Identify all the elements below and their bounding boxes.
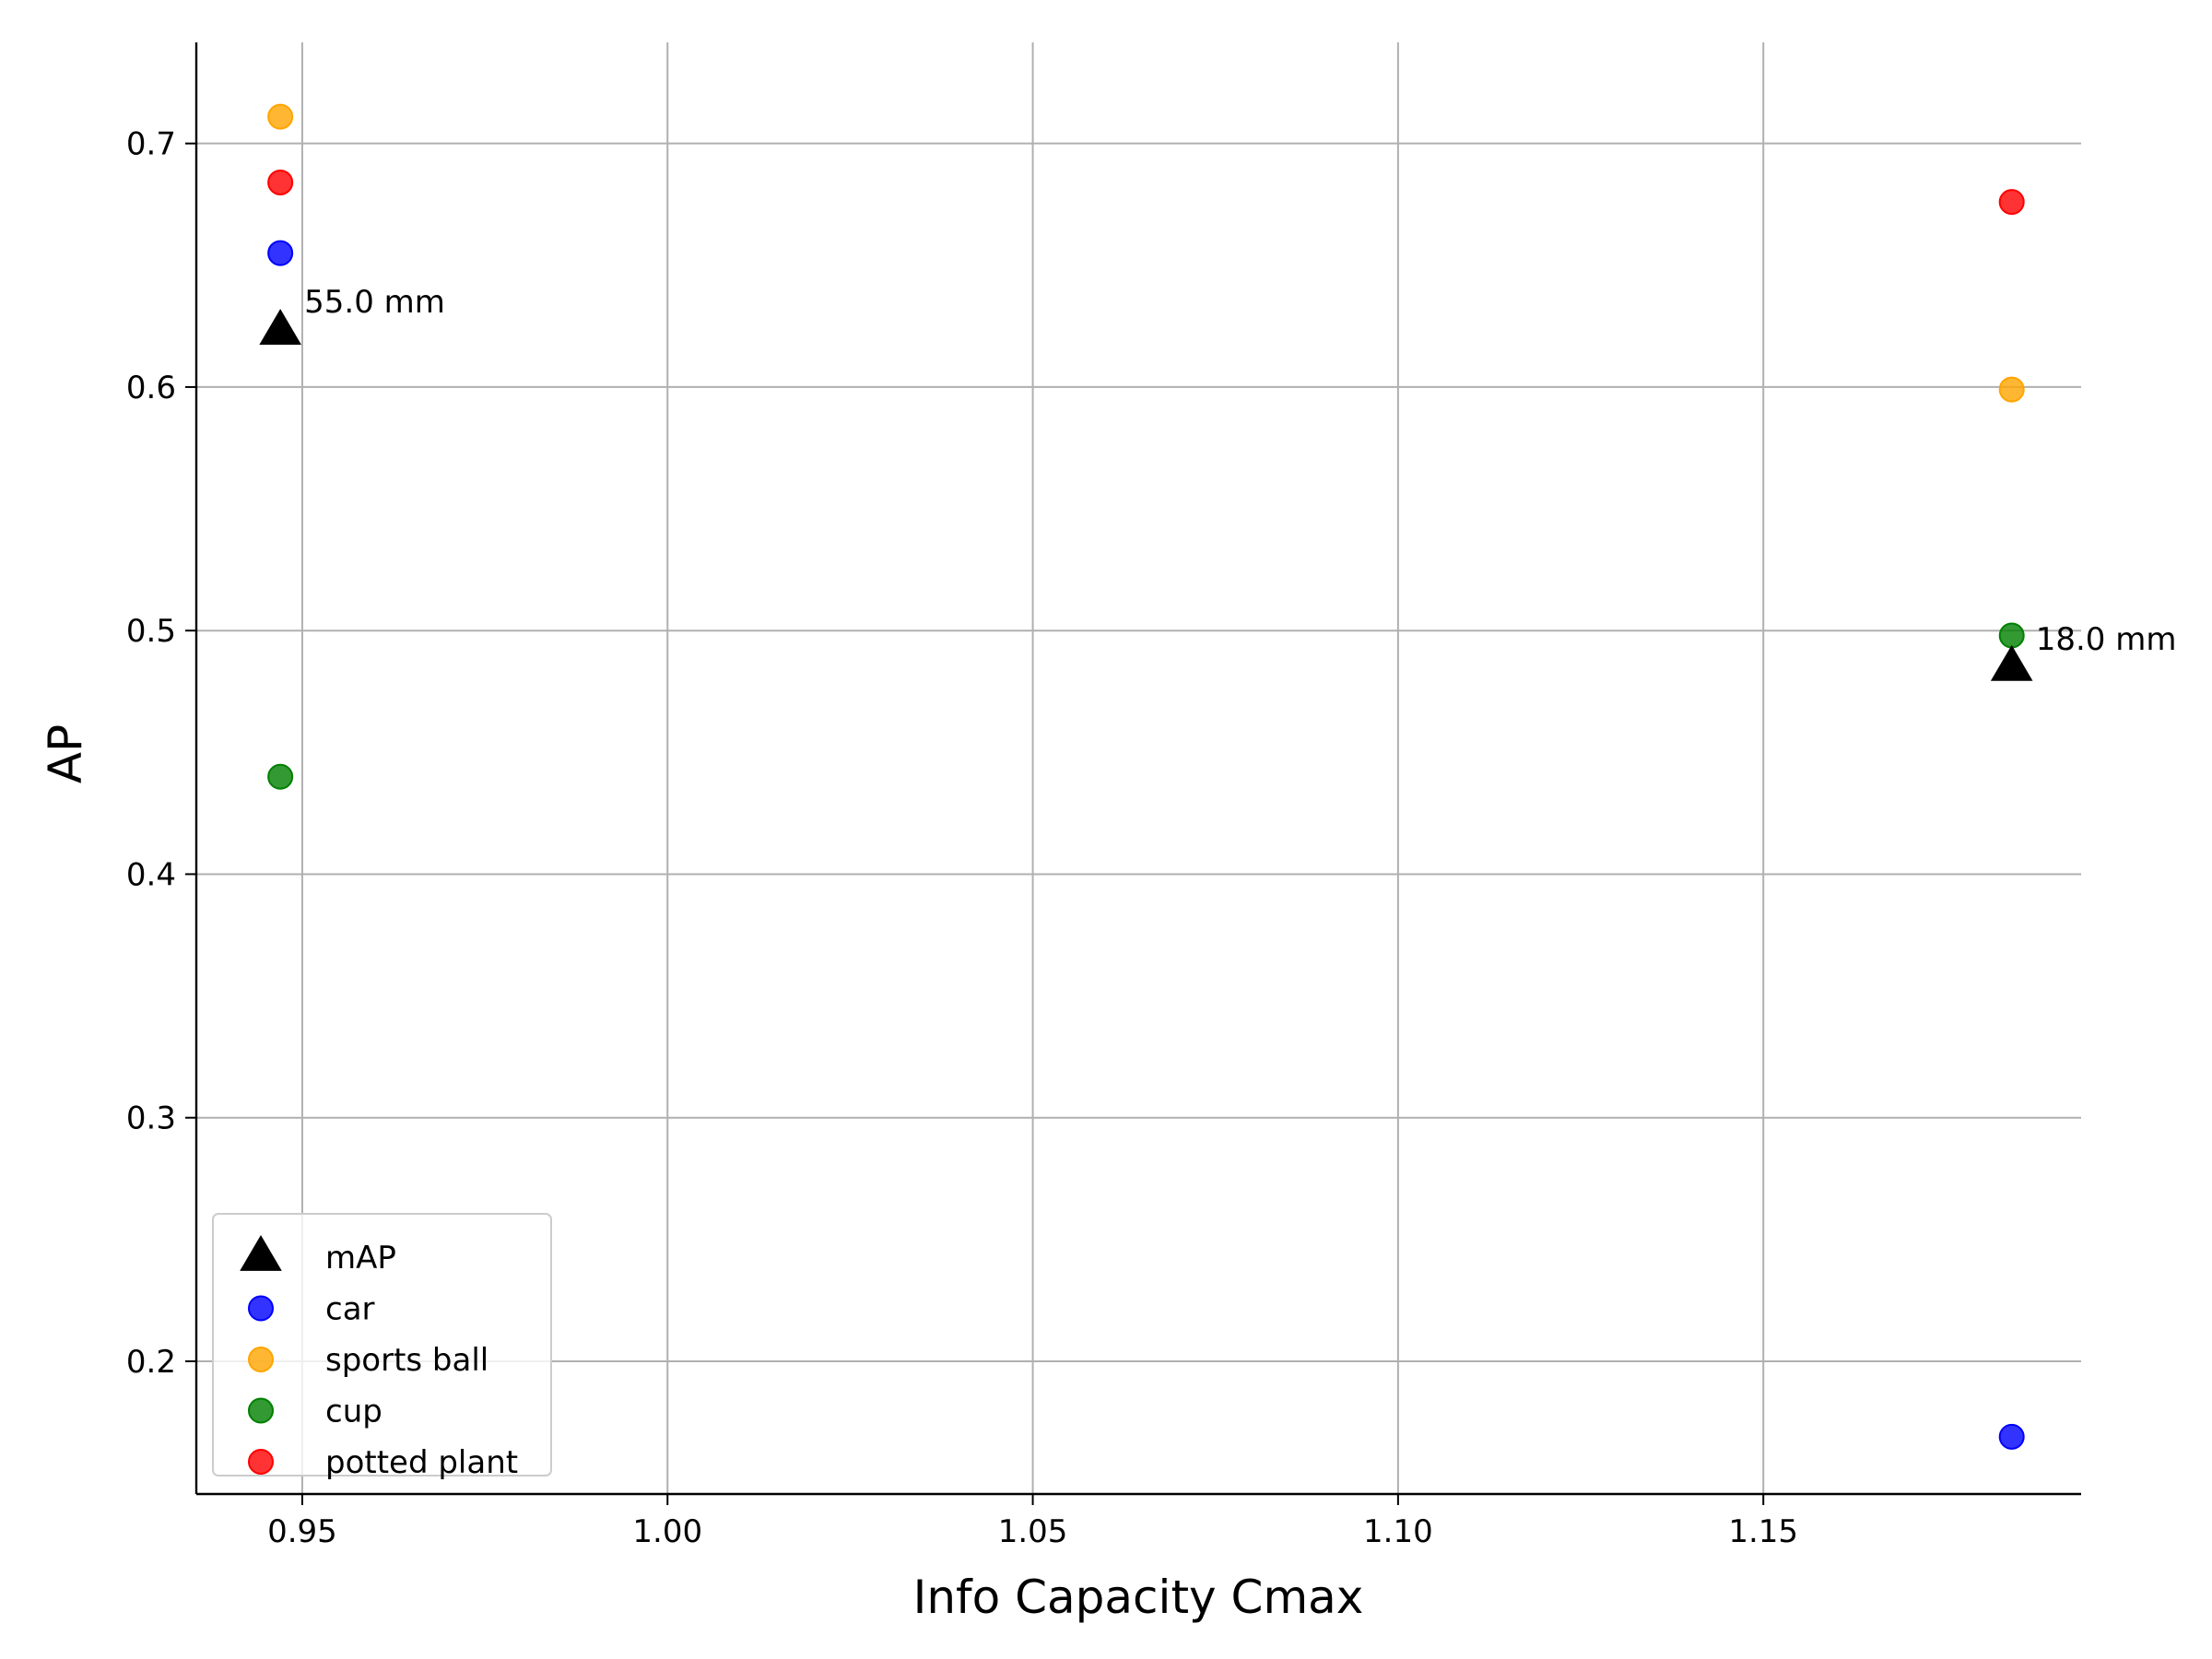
x-tick-label: 1.05	[998, 1513, 1068, 1550]
axes-spines	[194, 42, 2081, 1496]
legend-label-car: car	[325, 1291, 375, 1328]
legend-marker-map	[240, 1235, 282, 1271]
axis-ticks: 0.95 1.00 1.05 1.10 1.15 0.2 0.3 0.4 0.5 0.6 0.7	[126, 126, 1798, 1550]
y-tick-label: 0.3	[126, 1100, 176, 1137]
legend-marker-sports-ball	[248, 1347, 274, 1372]
legend-marker-cup	[248, 1397, 274, 1424]
point-annotation: 55.0 mm	[304, 284, 445, 321]
y-tick-label: 0.5	[126, 613, 176, 650]
map-point	[259, 309, 301, 346]
legend-marker-car	[248, 1295, 274, 1322]
data-points	[259, 103, 2033, 1450]
cup-point	[267, 763, 294, 790]
legend-label-sports-ball: sports ball	[325, 1342, 488, 1379]
x-tick-label: 0.95	[267, 1513, 337, 1550]
car-point	[1998, 1423, 2025, 1450]
y-tick-label: 0.7	[126, 126, 176, 163]
y-tick-label: 0.2	[126, 1344, 176, 1381]
legend-label-cup: cup	[325, 1394, 382, 1430]
cup-point	[1998, 622, 2025, 649]
potted-plant-point	[1998, 189, 2025, 216]
sports-ball-point	[1998, 376, 2025, 403]
x-tick-label: 1.10	[1363, 1513, 1433, 1550]
y-axis-label: AP	[39, 724, 92, 783]
y-tick-label: 0.6	[126, 370, 176, 406]
y-tick-label: 0.4	[126, 856, 176, 893]
potted-plant-point	[267, 169, 294, 195]
x-tick-label: 1.00	[632, 1513, 702, 1550]
legend-label-map: mAP	[325, 1240, 396, 1277]
annotations: 55.0 mm 18.0 mm	[304, 284, 2176, 658]
car-point	[267, 240, 294, 266]
legend-marker-potted-plant	[248, 1449, 274, 1475]
legend-label-potted-plant: potted plant	[325, 1444, 518, 1481]
x-tick-label: 1.15	[1728, 1513, 1798, 1550]
legend: mAP car sports ball cup potted plant	[212, 1213, 552, 1481]
map-point	[1990, 644, 2033, 681]
point-annotation: 18.0 mm	[2036, 621, 2177, 658]
sports-ball-point	[267, 103, 294, 130]
legend-box	[212, 1213, 552, 1477]
x-axis-label: Info Capacity Cmax	[913, 1571, 1364, 1624]
